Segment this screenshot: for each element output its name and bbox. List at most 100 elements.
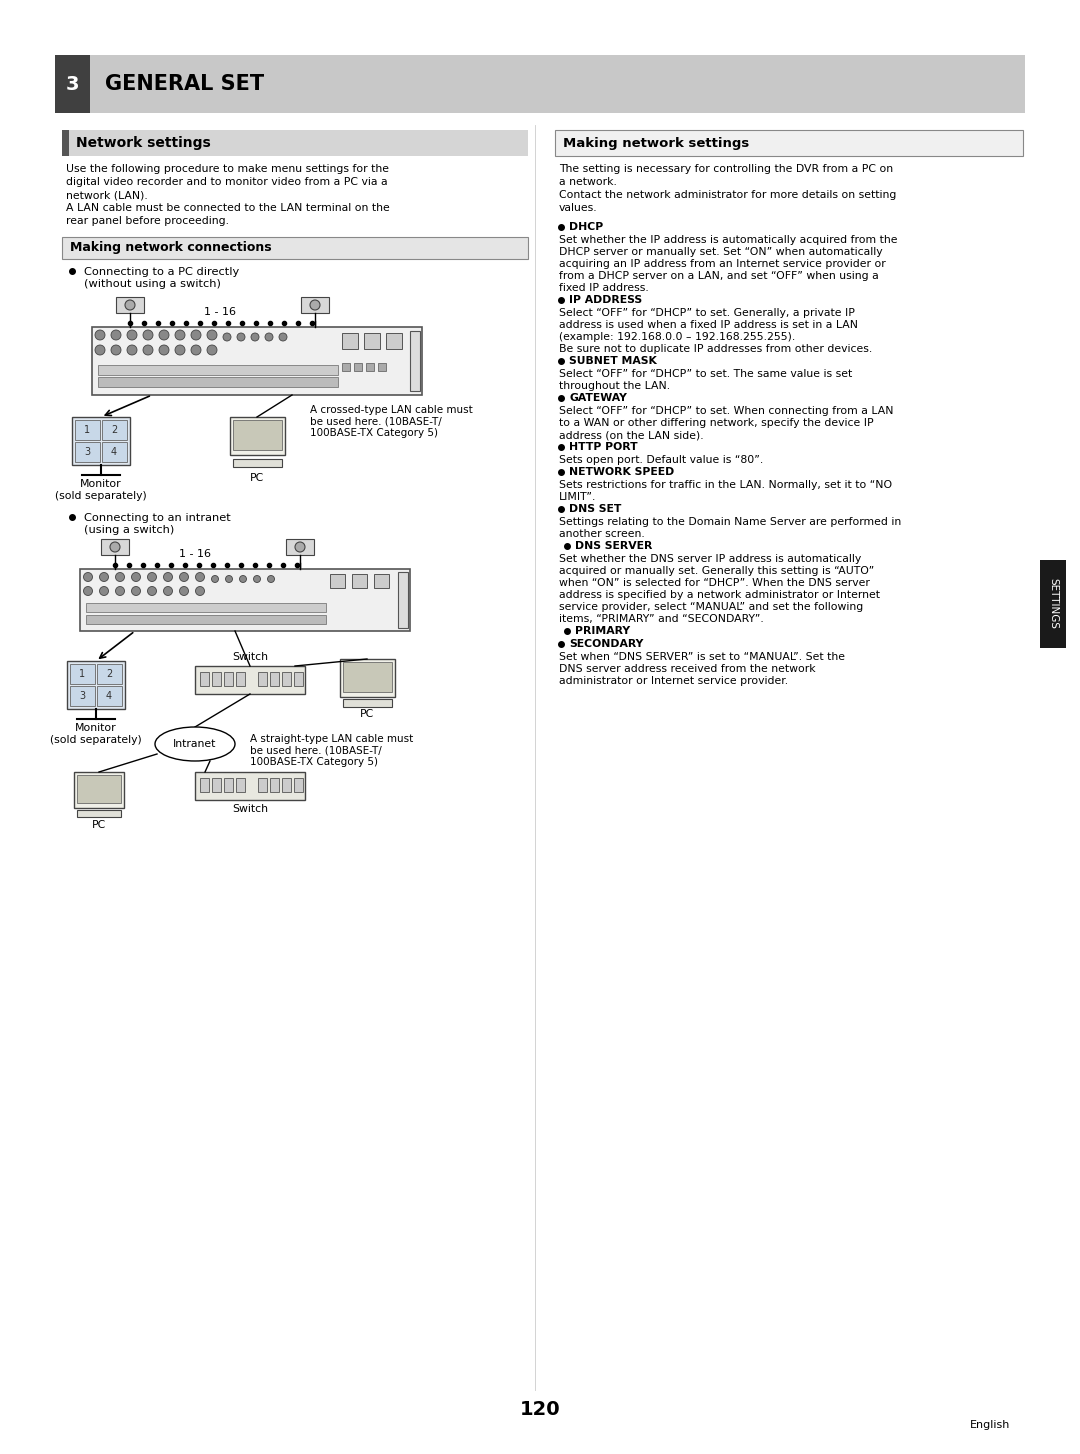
Text: Intranet: Intranet — [173, 739, 217, 749]
Text: 3: 3 — [79, 691, 85, 701]
Text: SETTINGS: SETTINGS — [1048, 579, 1058, 630]
Text: Contact the network administrator for more details on setting: Contact the network administrator for mo… — [559, 190, 896, 201]
Text: Monitor
(sold separately): Monitor (sold separately) — [50, 723, 141, 744]
Circle shape — [99, 573, 108, 582]
Bar — [116, 297, 144, 313]
Bar — [258, 778, 267, 792]
Bar — [102, 539, 129, 555]
Circle shape — [132, 573, 140, 582]
Circle shape — [83, 586, 93, 596]
Text: Network settings: Network settings — [76, 137, 211, 150]
Bar — [97, 664, 122, 683]
Bar — [224, 778, 233, 792]
Bar — [282, 672, 291, 686]
Bar — [70, 664, 95, 683]
Text: A straight-type LAN cable must
be used here. (10BASE-T/
100BASE-TX Category 5): A straight-type LAN cable must be used h… — [249, 734, 414, 768]
Text: HTTP PORT: HTTP PORT — [569, 442, 637, 452]
Circle shape — [195, 586, 204, 596]
Circle shape — [175, 345, 185, 355]
Bar — [75, 420, 100, 441]
Bar — [340, 659, 395, 696]
Circle shape — [179, 586, 189, 596]
Bar — [55, 55, 1025, 113]
Circle shape — [148, 573, 157, 582]
Text: Set whether the DNS server IP address is automatically: Set whether the DNS server IP address is… — [559, 554, 861, 564]
Circle shape — [310, 300, 320, 310]
Text: throughout the LAN.: throughout the LAN. — [559, 381, 670, 391]
Text: Set when “DNS SERVER” is set to “MANUAL”. Set the: Set when “DNS SERVER” is set to “MANUAL”… — [559, 651, 845, 662]
Bar — [230, 417, 285, 455]
Bar — [282, 778, 291, 792]
Circle shape — [237, 333, 245, 342]
Circle shape — [111, 330, 121, 340]
Bar — [342, 333, 357, 349]
Bar — [86, 615, 326, 624]
Bar — [343, 699, 392, 707]
Text: Sets open port. Default value is “80”.: Sets open port. Default value is “80”. — [559, 455, 764, 465]
Bar — [80, 569, 410, 631]
Bar — [270, 672, 279, 686]
Text: IP ADDRESS: IP ADDRESS — [569, 295, 643, 305]
Circle shape — [179, 573, 189, 582]
Bar — [258, 672, 267, 686]
Text: digital video recorder and to monitor video from a PC via a: digital video recorder and to monitor vi… — [66, 177, 388, 188]
Bar — [67, 662, 125, 710]
Bar — [97, 686, 122, 707]
Text: network (LAN).: network (LAN). — [66, 190, 148, 201]
Bar — [77, 775, 121, 803]
Bar — [364, 333, 380, 349]
Bar — [212, 672, 221, 686]
Text: service provider, select “MANUAL” and set the following: service provider, select “MANUAL” and se… — [559, 602, 863, 612]
Bar — [286, 539, 314, 555]
Circle shape — [83, 573, 93, 582]
Circle shape — [191, 330, 201, 340]
Text: values.: values. — [559, 204, 597, 212]
Bar — [237, 672, 245, 686]
Circle shape — [111, 345, 121, 355]
Text: (example: 192.168.0.0 – 192.168.255.255).: (example: 192.168.0.0 – 192.168.255.255)… — [559, 332, 795, 342]
Bar — [366, 364, 374, 371]
Bar — [294, 672, 303, 686]
Bar — [555, 129, 1023, 156]
Bar — [72, 417, 130, 465]
Text: 2: 2 — [111, 425, 117, 435]
Text: another screen.: another screen. — [559, 529, 645, 539]
Text: rear panel before proceeding.: rear panel before proceeding. — [66, 217, 229, 225]
Circle shape — [159, 330, 168, 340]
Text: Select “OFF” for “DHCP” to set. When connecting from a LAN: Select “OFF” for “DHCP” to set. When con… — [559, 406, 893, 416]
Bar — [62, 237, 528, 259]
Circle shape — [143, 345, 153, 355]
Text: 120: 120 — [519, 1400, 561, 1419]
Circle shape — [212, 576, 218, 583]
Text: 3: 3 — [84, 446, 90, 457]
Text: 4: 4 — [106, 691, 112, 701]
Text: GENERAL SET: GENERAL SET — [105, 74, 265, 95]
Bar — [98, 377, 338, 387]
Bar — [330, 574, 345, 587]
Text: from a DHCP server on a LAN, and set “OFF” when using a: from a DHCP server on a LAN, and set “OF… — [559, 270, 879, 281]
Bar — [386, 333, 402, 349]
Circle shape — [143, 330, 153, 340]
Bar — [195, 772, 305, 800]
Circle shape — [240, 576, 246, 583]
Text: 4: 4 — [111, 446, 117, 457]
Text: 3: 3 — [65, 74, 79, 93]
Text: PRIMARY: PRIMARY — [575, 627, 630, 635]
Text: Switch: Switch — [232, 651, 268, 662]
Text: acquiring an IP address from an Internet service provider or: acquiring an IP address from an Internet… — [559, 259, 886, 269]
Circle shape — [195, 573, 204, 582]
Text: NETWORK SPEED: NETWORK SPEED — [569, 467, 674, 477]
Text: Select “OFF” for “DHCP” to set. Generally, a private IP: Select “OFF” for “DHCP” to set. Generall… — [559, 308, 855, 318]
Bar — [224, 672, 233, 686]
Circle shape — [191, 345, 201, 355]
Circle shape — [279, 333, 287, 342]
Circle shape — [116, 586, 124, 596]
Text: Monitor
(sold separately): Monitor (sold separately) — [55, 478, 147, 500]
Circle shape — [95, 330, 105, 340]
Text: acquired or manually set. Generally this setting is “AUTO”: acquired or manually set. Generally this… — [559, 566, 874, 576]
Text: a network.: a network. — [559, 177, 617, 188]
Text: Switch: Switch — [232, 804, 268, 814]
Circle shape — [268, 576, 274, 583]
Text: address (on the LAN side).: address (on the LAN side). — [559, 430, 704, 441]
Text: items, “PRIMARY” and “SECONDARY”.: items, “PRIMARY” and “SECONDARY”. — [559, 614, 764, 624]
